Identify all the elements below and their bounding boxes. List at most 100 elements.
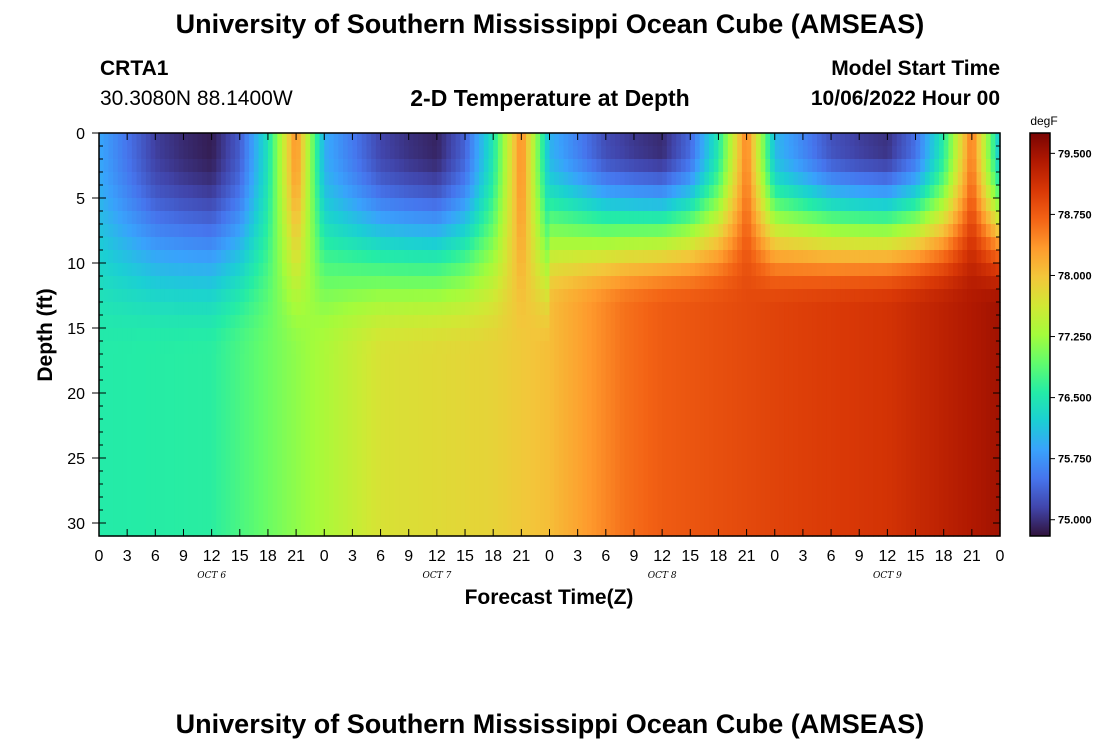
heatmap-cell xyxy=(596,341,602,355)
heatmap-cell xyxy=(831,211,837,225)
heatmap-cell xyxy=(746,263,752,277)
heatmap-cell xyxy=(924,276,931,290)
heatmap-cell xyxy=(145,276,152,290)
heatmap-cell xyxy=(450,159,457,173)
heatmap-cell xyxy=(131,341,138,355)
heatmap-cell xyxy=(849,419,856,433)
heatmap-cell xyxy=(136,276,142,290)
heatmap-cell xyxy=(648,432,654,446)
heatmap-cell xyxy=(943,185,949,199)
heatmap-cell xyxy=(718,354,724,368)
heatmap-cell xyxy=(643,354,649,368)
heatmap-cell xyxy=(272,328,278,342)
heatmap-cell xyxy=(310,198,316,212)
heatmap-cell xyxy=(943,445,949,459)
heatmap-cell xyxy=(657,458,663,472)
heatmap-cell xyxy=(258,432,264,446)
heatmap-cell xyxy=(605,289,612,303)
heatmap-cell xyxy=(596,172,602,186)
heatmap-cell xyxy=(239,445,246,459)
heatmap-cell xyxy=(432,419,438,433)
heatmap-cell xyxy=(446,302,452,316)
heatmap-cell xyxy=(591,315,598,329)
heatmap-cell xyxy=(924,445,931,459)
heatmap-cell xyxy=(615,458,621,472)
heatmap-cell xyxy=(465,250,471,264)
heatmap-cell xyxy=(408,432,415,446)
heatmap-cell xyxy=(131,367,138,381)
heatmap-cell xyxy=(896,276,903,290)
heatmap-cell xyxy=(704,445,710,459)
heatmap-cell xyxy=(605,159,612,173)
heatmap-cell xyxy=(709,263,715,277)
heatmap-cell xyxy=(826,250,832,264)
heatmap-cell xyxy=(249,328,255,342)
heatmap-cell xyxy=(615,302,621,316)
heatmap-cell xyxy=(962,198,968,212)
heatmap-cell xyxy=(544,393,551,407)
heatmap-cell xyxy=(328,159,335,173)
heatmap-cell xyxy=(244,393,250,407)
heatmap-cell xyxy=(117,341,124,355)
heatmap-cell xyxy=(981,367,987,381)
heatmap-cell xyxy=(394,445,400,459)
heatmap-cell xyxy=(380,315,386,329)
heatmap-cell xyxy=(333,367,339,381)
heatmap-cell xyxy=(347,224,353,238)
heatmap-cell xyxy=(479,341,485,355)
heatmap-cell xyxy=(136,367,142,381)
heatmap-cell xyxy=(225,289,231,303)
heatmap-cell xyxy=(957,367,964,381)
heatmap-cell xyxy=(206,341,213,355)
heatmap-cell xyxy=(314,445,321,459)
heatmap-cell xyxy=(263,393,269,407)
heatmap-cell xyxy=(108,250,114,264)
heatmap-cell xyxy=(784,211,790,225)
heatmap-cell xyxy=(347,328,353,342)
heatmap-cell xyxy=(633,380,640,394)
heatmap-cell xyxy=(375,445,382,459)
heatmap-cell xyxy=(906,419,912,433)
heatmap-cell xyxy=(357,289,363,303)
heatmap-cell xyxy=(877,146,884,160)
heatmap-cell xyxy=(155,406,161,420)
heatmap-cell xyxy=(680,198,687,212)
heatmap-cell xyxy=(657,445,663,459)
heatmap-cell xyxy=(136,224,142,238)
heatmap-cell xyxy=(155,276,161,290)
heatmap-cell xyxy=(713,328,720,342)
heatmap-cell xyxy=(892,224,898,238)
heatmap-cell xyxy=(127,341,133,355)
heatmap-cell xyxy=(770,237,776,251)
heatmap-cell xyxy=(267,315,274,329)
heatmap-cell xyxy=(840,146,846,160)
heatmap-cell xyxy=(117,289,124,303)
heatmap-cell xyxy=(216,185,222,199)
heatmap-cell xyxy=(253,458,260,472)
heatmap-cell xyxy=(643,263,649,277)
heatmap-cell xyxy=(150,380,156,394)
heatmap-cell xyxy=(751,146,757,160)
heatmap-cell xyxy=(535,354,541,368)
heatmap-cell xyxy=(666,211,673,225)
heatmap-cell xyxy=(296,172,302,186)
heatmap-cell xyxy=(704,406,710,420)
heatmap-cell xyxy=(863,263,870,277)
heatmap-cell xyxy=(432,224,438,238)
heatmap-cell xyxy=(174,172,180,186)
heatmap-cell xyxy=(127,328,133,342)
heatmap-cell xyxy=(657,263,663,277)
heatmap-cell xyxy=(235,237,241,251)
heatmap-cell xyxy=(587,406,593,420)
heatmap-cell xyxy=(488,289,494,303)
heatmap-cell xyxy=(404,302,410,316)
heatmap-cell xyxy=(282,289,288,303)
heatmap-cell xyxy=(657,432,663,446)
heatmap-cell xyxy=(333,302,339,316)
heatmap-cell xyxy=(723,198,729,212)
heatmap-cell xyxy=(385,185,391,199)
heatmap-cell xyxy=(737,315,743,329)
heatmap-cell xyxy=(408,380,415,394)
heatmap-cell xyxy=(638,185,644,199)
heatmap-cell xyxy=(741,133,748,147)
